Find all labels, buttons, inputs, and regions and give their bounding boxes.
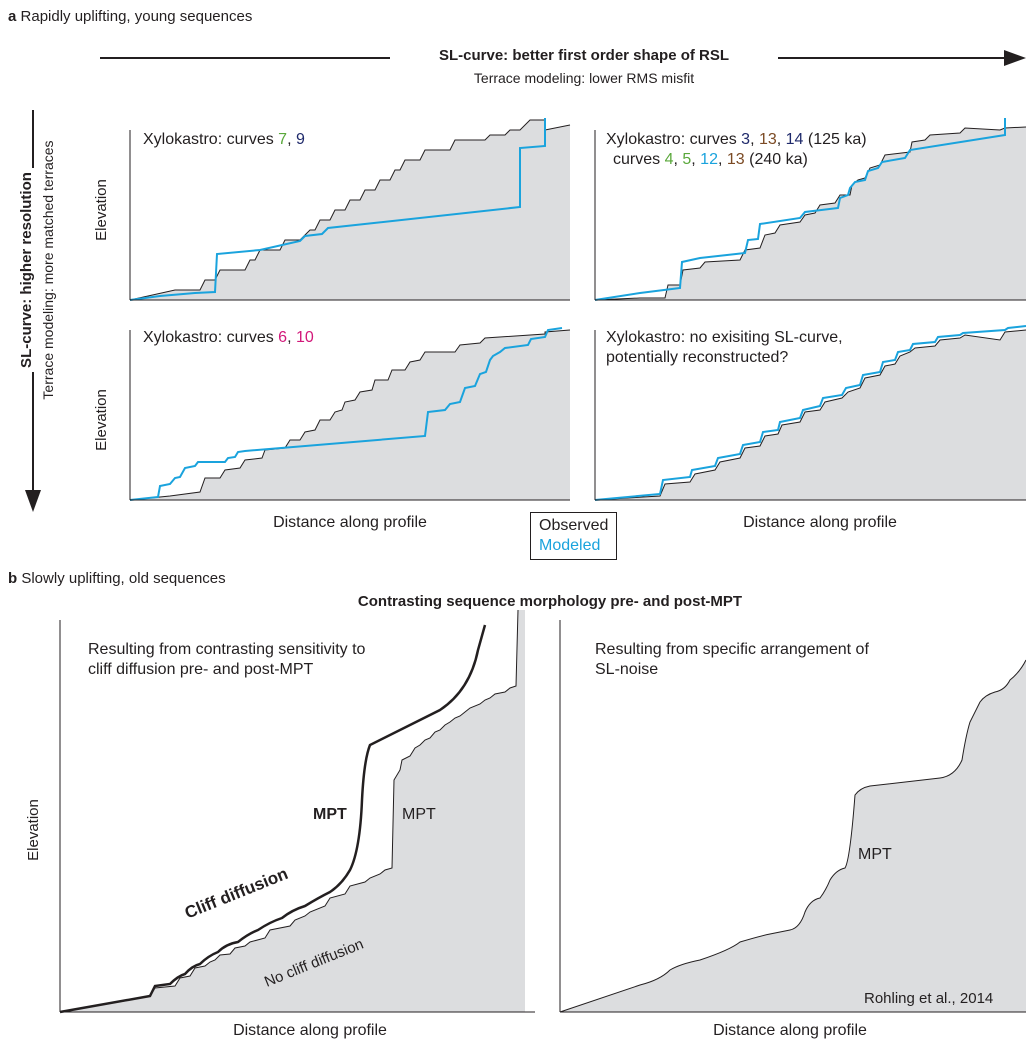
plot-tr-label: Xylokastro: curves 3, 13, 14 (125 ka) cu… [606,130,867,170]
h-arrow-head [1004,50,1026,66]
plot-br-label: Xylokastro: no exisiting SL-curve, poten… [606,328,843,368]
plot-tl-num-1: 7 [278,131,288,148]
plot-tl-observed-line [129,119,571,301]
plot-b-left-fill [60,610,525,1012]
legend-observed: Observed [539,517,609,534]
plot-br-observed-fill [595,330,1026,500]
b-right-text: Resulting from specific arrangement of S… [595,640,869,680]
plot-tr-line1-num-3: 14 [785,131,804,148]
h-arrow-subtitle: Terrace modeling: lower RMS misfit [473,70,695,86]
panel-b-letter: b [8,570,18,587]
plot-br [594,325,1026,501]
b-left-text-1: Resulting from contrasting sensitivity t… [88,641,366,658]
plot-br-line2: potentially reconstructed? [606,349,789,366]
plot-tl-label: Xylokastro: curves 7, 9 [143,130,305,150]
plot-tr-modeled-line [594,118,1006,301]
plot-b-left [59,609,535,1014]
plot-tl-num-2: 9 [295,131,305,148]
plot-tr-observed-fill [595,127,1026,300]
plot-bl-num-1: 6 [278,329,288,346]
panel-b-heading: b Slowly uplifting, old sequences [8,570,226,587]
h-arrow-title-wrap: SL-curve: better first order shape of RS… [394,47,774,64]
panel-b-header: Contrasting sequence morphology pre- and… [357,593,743,610]
plot-tr-sep: , [691,151,701,168]
plot-tr-line2-num-3: 12 [700,151,718,168]
plot-b-right-fill [560,660,1026,1012]
plot-tr-sep: , [673,151,683,168]
plot-bl [129,327,571,501]
plot-tr-line2-num-1: 4 [664,151,674,168]
plot-b-right-line [559,659,1026,1013]
plot-tr-line2-num-4: 13 [726,151,745,168]
plot-tr-line1-num-1: 3 [741,131,751,148]
plot-bl-observed-line [129,329,571,501]
b-left-text: Resulting from contrasting sensitivity t… [88,640,365,680]
plot-tr-line1: Xylokastro: curves 3, 13, 14 (125 ka) [606,130,867,150]
plot-tr-line2-num-2: 5 [682,151,692,168]
b-right-mpt: MPT [858,846,892,863]
b-left-mpt-plain: MPT [402,806,436,823]
b-right-xlabel: Distance along profile [713,1022,867,1039]
plot-b-right [559,620,1026,1013]
plot-tl [129,118,571,301]
plot-br-observed-line [594,329,1026,501]
plot-tr-observed-line [594,126,1026,301]
plot-tr-sep: , [776,131,786,148]
plot-bl-observed-fill [130,330,570,500]
plot-tl-modeled-line [129,118,546,301]
plot-tl-sep-1: , [287,131,296,148]
plot-bl-modeled-line [129,327,563,501]
plot-tr-line2-suffix: (240 ka) [749,151,808,168]
plot-tr-line2-prefix: curves [613,151,661,168]
b-left-mpt-bold: MPT [313,806,347,823]
panel-a-heading: a Rapidly uplifting, young sequences [8,8,252,25]
a-xlabel-right: Distance along profile [743,514,897,531]
plot-b-left-cliff-line [59,624,487,1014]
plot-br-line1: Xylokastro: no exisiting SL-curve, [606,329,843,346]
b-left-xlabel: Distance along profile [233,1022,387,1039]
legend: Observed Modeled [530,512,618,560]
plot-tr-line1-num-2: 13 [758,131,777,148]
panel-a-title: Rapidly uplifting, young sequences [20,8,253,25]
plot-tr-sep: , [750,131,759,148]
plot-br-modeled-line [594,325,1026,501]
plot-bl-prefix: Xylokastro: curves [143,329,274,346]
plot-tr-line1-suffix: (125 ka) [807,131,867,148]
plot-bl-sep-1: , [287,329,296,346]
v-arrow-head [25,490,41,512]
plot-tr-line1-prefix: Xylokastro: curves [606,131,737,148]
plot-bl-label: Xylokastro: curves 6, 10 [143,328,314,348]
b-left-text-2: cliff diffusion pre- and post-MPT [88,661,314,678]
h-arrow-title: SL-curve: better first order shape of RS… [438,47,730,64]
plot-tr [594,118,1026,301]
panel-b-title: Slowly uplifting, old sequences [21,570,226,587]
b-right-text-2: SL-noise [595,661,659,678]
plot-tr-line2: curves 4, 5, 12, 13 (240 ka) [606,150,867,170]
plot-tr-sep: , [717,151,727,168]
b-right-text-1: Resulting from specific arrangement of [595,641,869,658]
plot-bl-num-2: 10 [295,329,314,346]
b-right-citation: Rohling et al., 2014 [864,990,994,1007]
a-xlabel-left: Distance along profile [273,514,427,531]
plot-tl-prefix: Xylokastro: curves [143,131,274,148]
legend-modeled: Modeled [539,537,601,554]
plot-b-left-nocliff-line [59,609,519,1013]
panel-a-letter: a [8,8,17,25]
plot-tl-observed-fill [130,120,570,300]
